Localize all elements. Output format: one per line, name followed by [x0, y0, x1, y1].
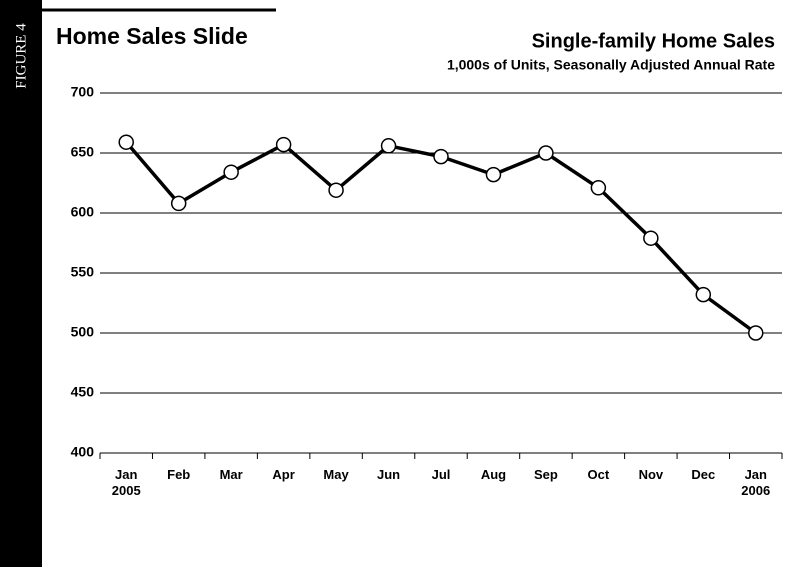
x-tick-label: Feb	[167, 467, 191, 482]
data-point	[275, 136, 292, 153]
page-title: Home Sales Slide	[56, 23, 248, 49]
data-line	[124, 141, 757, 335]
data-point	[118, 134, 134, 150]
y-tick-label: 600	[71, 204, 95, 220]
y-tick-label: 650	[71, 144, 95, 160]
x-tick-label: Sep	[534, 467, 558, 482]
data-point	[485, 166, 502, 183]
chart-title: Single-family Home Sales	[532, 30, 775, 52]
data-point	[748, 325, 764, 341]
data-point	[223, 164, 239, 180]
x-tick-label: Jun	[376, 467, 401, 482]
data-point	[538, 145, 554, 161]
data-point	[328, 182, 344, 198]
x-tick-label: Jan 2006	[741, 467, 771, 498]
x-tick-label: Jul	[431, 467, 451, 482]
x-tick-label: Oct	[587, 467, 610, 482]
y-tick-label: 700	[71, 84, 95, 100]
x-tick-label: Dec	[691, 467, 716, 482]
y-tick-label: 550	[71, 264, 95, 280]
data-point	[695, 286, 712, 303]
y-tick-label: 450	[71, 384, 95, 400]
chart-subtitle: 1,000s of Units, Seasonally Adjusted Ann…	[447, 57, 775, 73]
x-tick-label: Aug	[480, 467, 507, 482]
x-tick-label: May	[323, 467, 349, 482]
figure-label: FIGURE 4	[13, 23, 29, 89]
data-point	[643, 230, 659, 246]
x-tick-label: Jan 2005	[111, 467, 141, 498]
y-tick-label: 500	[71, 324, 95, 340]
y-tick-label: 400	[71, 444, 95, 460]
data-point	[170, 195, 187, 212]
side-bar	[0, 0, 42, 567]
x-tick-label: Nov	[638, 467, 664, 482]
x-tick-label: Apr	[272, 467, 295, 482]
data-point	[380, 138, 397, 154]
x-tick-label: Mar	[219, 467, 243, 482]
data-point	[433, 148, 449, 165]
data-point	[590, 180, 607, 196]
